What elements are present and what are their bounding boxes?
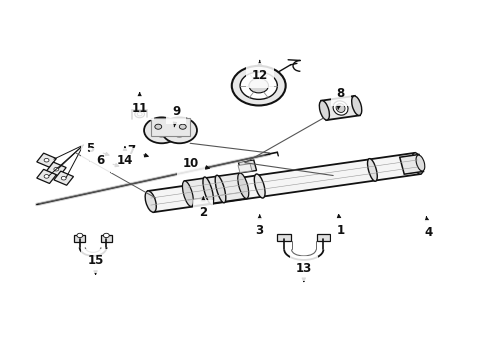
Ellipse shape [368,159,377,181]
Circle shape [77,233,83,238]
Ellipse shape [144,117,179,143]
Bar [148,153,420,212]
Circle shape [249,78,269,93]
Text: 3: 3 [256,215,264,237]
Text: 6: 6 [97,154,119,167]
Text: 12: 12 [251,60,268,82]
Bar [151,118,190,136]
Text: 10: 10 [183,157,209,170]
Text: 15: 15 [87,255,104,274]
Circle shape [103,233,109,238]
Text: 14: 14 [117,147,133,167]
Circle shape [137,112,142,116]
Ellipse shape [352,96,362,116]
Bar [317,234,330,241]
Circle shape [44,175,49,178]
Circle shape [54,167,59,171]
Circle shape [135,111,145,118]
Circle shape [61,176,66,180]
Text: 7: 7 [127,144,148,157]
Bar [47,162,66,176]
Text: 11: 11 [131,93,148,114]
Text: 8: 8 [337,87,344,109]
Text: 5: 5 [87,142,109,156]
Ellipse shape [162,117,197,143]
Ellipse shape [215,175,226,203]
Circle shape [240,72,277,99]
Text: 13: 13 [295,262,312,282]
Ellipse shape [254,174,265,198]
Ellipse shape [182,181,194,206]
Bar [321,96,360,120]
Circle shape [232,66,286,105]
Text: 2: 2 [199,197,207,219]
Circle shape [179,124,186,129]
Ellipse shape [203,177,214,204]
Bar [54,171,74,185]
Text: 4: 4 [425,217,433,239]
Text: 9: 9 [172,105,180,127]
Bar [277,234,291,241]
Ellipse shape [153,124,171,137]
Ellipse shape [145,191,156,212]
Ellipse shape [416,155,425,171]
Bar [74,235,85,242]
Bar [238,164,252,172]
Bar [37,153,56,167]
Bar [185,173,246,206]
Ellipse shape [319,100,329,120]
Circle shape [44,158,49,162]
Circle shape [155,124,162,129]
Ellipse shape [412,153,423,174]
Ellipse shape [333,101,348,115]
Ellipse shape [171,124,188,137]
Bar [101,235,112,242]
Ellipse shape [238,173,249,198]
Bar [238,160,257,173]
Bar [37,169,56,184]
Text: 1: 1 [337,215,344,237]
Bar [400,154,423,174]
Ellipse shape [336,104,345,112]
